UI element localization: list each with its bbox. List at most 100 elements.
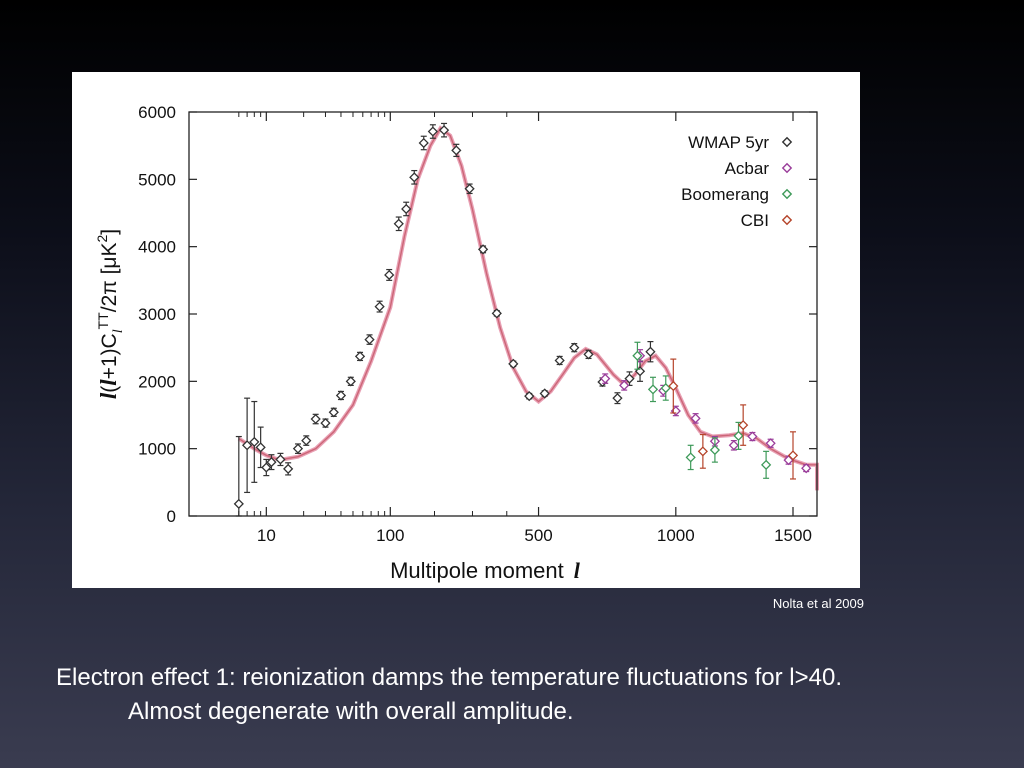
y-axis-label-part-6: /2π [μK (98, 242, 121, 312)
wmap-5yr-marker (624, 373, 635, 384)
wmap-5yr-marker (364, 334, 375, 345)
wmap-5yr-marker (310, 413, 321, 425)
y-tick-label: 1000 (138, 440, 176, 459)
wmap-5yr-marker (438, 125, 450, 136)
model-curve-group (237, 125, 819, 491)
boomerang-marker (660, 382, 671, 394)
boomerang-point (647, 376, 659, 403)
wmap-5yr-marker (292, 443, 304, 454)
wmap-5yr-marker (491, 308, 502, 319)
wmap-5yr-point (624, 371, 635, 386)
legend-label-cbi: CBI (741, 211, 769, 230)
wmap-5yr-marker (374, 301, 385, 312)
x-tick-label: 100 (376, 526, 404, 545)
y-tick-label: 5000 (138, 170, 176, 189)
x-tick-label: 1000 (657, 526, 695, 545)
wmap-5yr-marker (477, 244, 489, 255)
x-axis-label-symbol: l (574, 558, 581, 583)
boomerang-point (760, 450, 772, 479)
wmap-5yr-point (301, 435, 312, 446)
wmap-5yr-point (508, 358, 519, 369)
wmap-5yr-marker (539, 388, 550, 399)
wmap-5yr-marker (354, 351, 366, 362)
wmap-5yr-point (249, 400, 260, 483)
boomerang-marker (760, 459, 772, 470)
y-axis-label-part-4: l (111, 329, 126, 333)
plot-frame (188, 111, 818, 517)
wmap-5yr-point (266, 454, 277, 471)
wmap-5yr-marker (583, 349, 594, 360)
wmap-5yr-point (401, 201, 412, 217)
acbar-point (747, 431, 758, 442)
wmap-5yr-point (464, 183, 475, 195)
wmap-5yr-marker (645, 346, 656, 357)
wmap-5yr-point (241, 397, 253, 494)
legend-marker-cbi (781, 214, 793, 226)
legend-marker-acbar (781, 162, 793, 174)
wmap-5yr-point (275, 452, 286, 467)
cbi-marker (738, 419, 749, 431)
acbar-point (765, 438, 776, 449)
cbi-marker (787, 450, 799, 461)
wmap-5yr-point (409, 169, 420, 185)
axes-group: 0 1000 2000 3000 4000 5000 6000 10 100 500 1000 150… (138, 103, 817, 545)
wmap-5yr-marker (255, 442, 266, 453)
wmap-5yr-point (393, 216, 404, 232)
legend-marker-boomerang (781, 188, 793, 200)
wmap-5yr-marker (384, 269, 395, 281)
wmap-5yr-point (491, 308, 502, 319)
y-tick-label: 4000 (138, 238, 176, 257)
x-tick-label: 10 (257, 526, 276, 545)
y-tick-label: 6000 (138, 103, 176, 122)
wmap-5yr-marker (409, 172, 420, 183)
wmap-5yr-marker (320, 417, 331, 429)
x-axis-label-text: Multipole moment (390, 558, 564, 583)
legend-label-boomerang: Boomerang (681, 185, 769, 204)
y-axis-label-part-8: ] (98, 229, 121, 235)
wmap-5yr-point (374, 300, 385, 313)
y-axis-label-part-5: TT (95, 312, 111, 330)
wmap-5yr-point (539, 388, 550, 399)
wmap-5yr-marker (524, 391, 535, 402)
acbar-point (728, 439, 739, 451)
wmap-5yr-point (328, 407, 339, 418)
boomerang-point (709, 437, 721, 463)
legend-marker-wmap-5yr (781, 136, 793, 148)
wmap-5yr-point (354, 351, 366, 362)
wmap-5yr-marker (634, 366, 646, 377)
acbar-marker (728, 440, 739, 451)
acbar-point (619, 380, 630, 391)
model-curve (238, 127, 818, 491)
boomerang-point (660, 375, 671, 401)
wmap-5yr-marker (427, 126, 438, 137)
acbar-point (690, 413, 701, 424)
boomerang-marker (647, 384, 659, 395)
x-tick-label: 1500 (774, 526, 812, 545)
y-axis-label-part-2: l (96, 379, 121, 386)
wmap-5yr-point (524, 391, 535, 402)
x-axis-label: Multipole moment l (390, 558, 581, 583)
wmap-5yr-point (335, 390, 347, 401)
wmap-5yr-point (612, 392, 623, 405)
chart-svg: 0 1000 2000 3000 4000 5000 6000 10 100 500 1000 150… (94, 103, 819, 583)
wmap-5yr-marker (261, 462, 272, 473)
y-axis-label-part-7: 2 (94, 234, 110, 242)
wmap-5yr-marker (554, 355, 565, 366)
cbi-point (787, 431, 799, 480)
wmap-5yr-marker (328, 407, 339, 418)
wmap-5yr-point (292, 443, 304, 454)
boomerang-marker (709, 444, 721, 456)
wmap-5yr-marker (233, 498, 244, 509)
y-axis-label-part-0: l (96, 392, 121, 399)
acbar-point (801, 463, 812, 474)
chart-figure: 0 1000 2000 3000 4000 5000 6000 10 100 500 1000 150… (72, 72, 860, 588)
wmap-5yr-point (554, 355, 565, 366)
acbar-marker (747, 431, 758, 442)
cbi-point (668, 358, 679, 414)
wmap-5yr-point (569, 342, 580, 353)
boomerang-marker (685, 452, 696, 463)
wmap-5yr-marker (335, 390, 347, 401)
legend-label-wmap-5yr: WMAP 5yr (688, 133, 769, 152)
wmap-5yr-marker (249, 436, 260, 448)
